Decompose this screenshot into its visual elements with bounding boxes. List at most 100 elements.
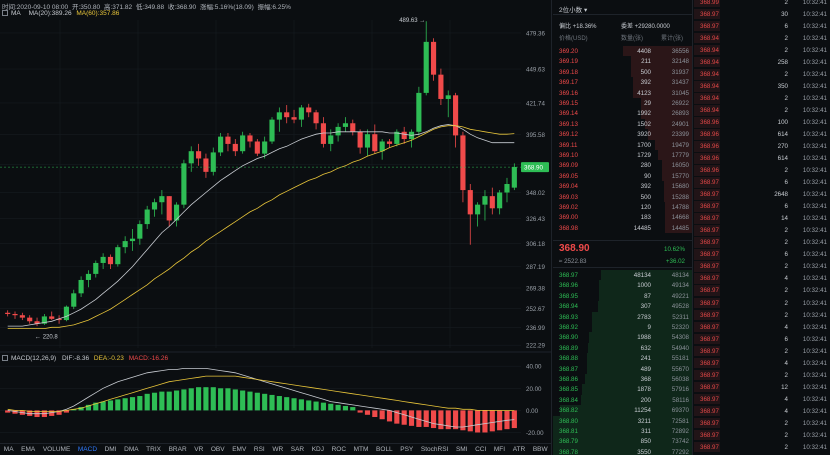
bid-row[interactable]: 368.81 311 72892 (553, 426, 692, 437)
bid-row[interactable]: 368.93 2783 52311 (553, 311, 692, 322)
ask-row[interactable]: 369.09 280 16050 (553, 160, 692, 171)
tab-psy[interactable]: PSY (400, 446, 414, 453)
ohlc-high: 高:371.82 (103, 4, 133, 11)
trade-row: 368.97 4 10:32:41 (694, 273, 830, 284)
bid-row[interactable]: 368.85 1878 57916 (553, 384, 692, 395)
order-qty: 183 (640, 214, 651, 222)
depth-bar (648, 129, 692, 140)
depth-bar (592, 311, 692, 322)
ask-row[interactable]: 369.05 90 15770 (553, 170, 692, 182)
tab-dmi[interactable]: DMI (104, 446, 117, 453)
bid-row[interactable]: 368.86 368 56038 (553, 374, 692, 385)
trade-price: 368.97 (700, 215, 719, 223)
trade-row: 368.97 6 10:32:41 (694, 21, 830, 32)
order-price: 369.18 (559, 68, 578, 76)
tab-sar[interactable]: SAR (290, 446, 305, 453)
ask-row[interactable]: 369.03 500 15288 (553, 191, 692, 202)
tab-mfi[interactable]: MFI (493, 446, 506, 453)
depth-bar (600, 270, 692, 281)
tab-skdj[interactable]: SKDJ (551, 446, 552, 453)
tab-cci[interactable]: CCI (475, 446, 487, 453)
tab-boll[interactable]: BOLL (376, 446, 393, 453)
precision-selector[interactable]: 2位小数 ▾ (559, 4, 587, 14)
trade-row: 368.97 6 10:32:41 (694, 333, 830, 344)
bid-row[interactable]: 368.79 850 73742 (553, 436, 692, 447)
tab-ma[interactable]: MA (3, 446, 14, 453)
trade-time: 10:32:41 (802, 311, 827, 319)
ask-row[interactable]: 369.18 500 31937 (553, 66, 692, 78)
macd-histogram-bar (232, 389, 238, 411)
trade-time: 10:32:41 (802, 263, 827, 271)
tab-rsi[interactable]: RSI (253, 446, 265, 453)
bid-row[interactable]: 368.92 9 52320 (553, 322, 692, 333)
ohlc-amplitude: 振幅:6.25% (257, 4, 291, 11)
bid-row[interactable]: 368.87 489 55670 (553, 363, 692, 374)
tab-trix[interactable]: TRIX (146, 446, 161, 453)
macd-histogram-bar (284, 397, 290, 411)
ask-row[interactable]: 369.16 4123 31045 (553, 87, 692, 98)
bid-row[interactable]: 368.94 307 49528 (553, 301, 692, 312)
bid-row[interactable]: 368.90 1988 54308 (553, 332, 692, 343)
chart-panel[interactable]: 时间:2020-09-10 08:00 开:350.80 高:371.82 低:… (0, 0, 552, 455)
bid-row[interactable]: 368.80 3211 72581 (553, 415, 692, 426)
tab-atr[interactable]: ATR (512, 446, 526, 453)
macd-histogram-bar (445, 410, 451, 430)
ask-row[interactable]: 369.04 392 15680 (553, 181, 692, 192)
ask-row[interactable]: 369.11 1700 19479 (553, 139, 692, 150)
trade-qty: 6 (784, 251, 788, 259)
macd-histogram-bar (93, 402, 99, 411)
ask-row[interactable]: 369.19 211 32148 (553, 56, 692, 67)
tab-wr[interactable]: WR (272, 446, 284, 453)
ask-row[interactable]: 369.13 1502 24901 (553, 118, 692, 130)
tab-kdj[interactable]: KDJ (311, 446, 324, 453)
y-tick-label: 421.74 (526, 100, 545, 107)
ask-row[interactable]: 368.98 14485 14485 (553, 222, 692, 234)
ask-row[interactable]: 369.00 183 14668 (553, 212, 692, 223)
ask-row[interactable]: 369.20 4408 36556 (553, 46, 692, 57)
ohlc-open: 开:350.80 (71, 4, 101, 11)
order-cum: 23399 (671, 131, 689, 139)
order-cum: 54940 (671, 344, 689, 352)
order-cum: 26893 (671, 110, 689, 118)
tab-brar[interactable]: BRAR (168, 446, 187, 453)
ask-row[interactable]: 369.12 3920 23399 (553, 129, 692, 140)
bid-row[interactable]: 368.88 241 55181 (553, 353, 692, 364)
order-price: 369.14 (559, 110, 578, 118)
bid-row[interactable]: 368.82 11254 69370 (553, 405, 692, 416)
bid-row[interactable]: 368.97 48134 48134 (553, 270, 692, 281)
tab-obv[interactable]: OBV (210, 446, 225, 453)
ask-row[interactable]: 369.15 29 26922 (553, 98, 692, 109)
tab-emv[interactable]: EMV (232, 446, 247, 453)
ma-toggle-checkbox[interactable] (2, 10, 8, 16)
candlestick-chart[interactable]: 479.36449.63421.74395.58371.04348.02326.… (0, 0, 552, 443)
order-cum: 49134 (671, 282, 689, 290)
tab-dma[interactable]: DMA (124, 446, 139, 453)
ask-row[interactable]: 369.10 1729 17779 (553, 150, 692, 161)
bid-row[interactable]: 368.96 1000 49134 (553, 280, 692, 291)
depth-bar (592, 322, 692, 333)
tab-mtm[interactable]: MTM (353, 446, 369, 453)
macd-histogram-bar (247, 391, 253, 411)
bid-row[interactable]: 368.78 3550 77292 (553, 446, 692, 455)
tab-smi[interactable]: SMI (455, 446, 468, 453)
ask-row[interactable]: 369.17 392 31437 (553, 77, 692, 88)
bid-row[interactable]: 368.84 200 58116 (553, 394, 692, 406)
trade-qty: 2 (784, 71, 788, 79)
depth-bar (599, 290, 692, 302)
tab-volume[interactable]: VOLUME (42, 446, 71, 453)
tab-macd[interactable]: MACD (77, 446, 98, 453)
tab-bbw[interactable]: BBW (532, 446, 548, 453)
macd-toggle-checkbox[interactable] (2, 355, 8, 361)
tab-stochrsi[interactable]: StochRSI (420, 446, 449, 453)
order-price: 368.82 (559, 407, 578, 415)
order-price: 369.09 (559, 162, 578, 170)
candle-body (12, 313, 18, 316)
tab-ema[interactable]: EMA (21, 446, 36, 453)
ask-row[interactable]: 369.02 120 14788 (553, 202, 692, 213)
bid-row[interactable]: 368.89 632 54940 (553, 342, 692, 354)
ask-row[interactable]: 369.14 1992 26893 (553, 108, 692, 119)
tab-vr[interactable]: VR (194, 446, 204, 453)
trade-highlight (694, 153, 720, 164)
tab-roc[interactable]: ROC (331, 446, 347, 453)
bid-row[interactable]: 368.95 87 49221 (553, 290, 692, 302)
